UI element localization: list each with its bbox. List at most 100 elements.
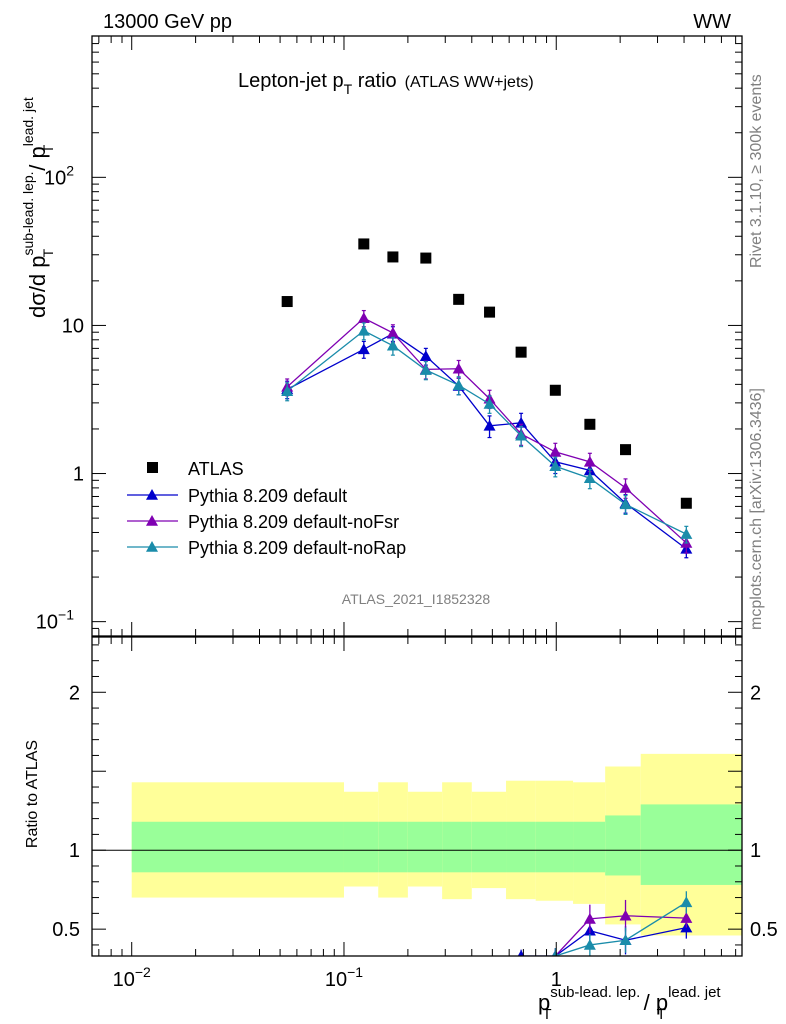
mc-data-point [357,343,370,355]
plot-title: Lepton-jet pT ratio (ATLAS WW+jets) [238,70,534,97]
ratio-inner-band [343,821,379,873]
mc-data-point [515,429,528,441]
mc-data-point [549,445,562,457]
y-tick-label-exponent: −1 [58,607,74,623]
mc-data-point [281,385,294,396]
mc-data-point [583,472,596,484]
mc-data-point [419,350,432,361]
ratio-point [680,912,693,923]
ratio-plot-frame [91,636,743,957]
y-tick-label-base: 1 [73,464,84,486]
x-tick-label: 1 [551,969,562,991]
atlas-data-point [453,293,465,305]
analysis-id: ATLAS_2021_I1852328 [342,591,491,607]
ratio-point [619,934,632,946]
atlas-data-point [358,238,370,250]
ratio-series-line [555,901,687,956]
mc-data-point [357,324,370,336]
ratio-inner-band [605,815,641,876]
ratio-tick-label-left: 2 [69,682,80,704]
x-axis-title-mid: / p [637,990,668,1015]
mc-data-point [515,416,528,428]
ratio-inner-band [573,821,606,873]
y-tick-label-base: 10 [36,612,58,634]
ratio-point [551,950,559,956]
ratio-inner-band [471,821,507,873]
ratio-inner-band [131,821,344,873]
y-axis-title-sup1: sub-lead. lep. [20,171,36,255]
y-axis-title-sup2: lead. jet [20,97,36,146]
legend-label: Pythia 8.209 default-noRap [188,538,406,558]
y-tick-label: 10 [62,315,84,337]
legend-label: Pythia 8.209 default [188,486,347,506]
plot-title-small: (ATLAS WW+jets) [405,74,534,91]
ratio-point [680,896,693,908]
atlas-data-point [387,251,399,263]
x-axis-title-pre: p [538,990,550,1015]
x-tick-label-exponent: −1 [347,964,363,980]
ratio-series [517,891,693,956]
mc-data-point [386,339,399,351]
ratio-tick-label-right: 0.5 [750,919,778,941]
x-axis-title-sub1: T [542,1006,551,1023]
x-axis-title: psub-lead. lep. T / plead. jet T [538,984,721,1023]
mc-data-point [619,481,632,493]
ratio-inner-band [442,821,472,873]
legend: ATLAS Pythia 8.209 default Pythia 8.209 de… [127,459,406,558]
legend-atlas-marker [147,462,158,473]
legend-label: Pythia 8.209 default-noFsr [188,512,399,532]
legend-label: ATLAS [188,459,244,479]
atlas-data-point [680,497,692,509]
x-tick-label-base: 10 [325,969,347,991]
atlas-data-point [420,252,432,264]
rivet-label: Rivet 3.1.10, ≥ 300k events [748,74,765,268]
mc-data-point [483,419,496,431]
beam-label: 13000 GeV pp [103,11,232,33]
y-tick-label-base: 10 [44,167,66,189]
legend-triangle-marker [146,541,158,552]
mcplots-label: mcplots.cern.ch [arXiv:1306.3436] [748,388,765,630]
ratio-inner-band [506,821,536,873]
y-tick-label: 102 [44,162,74,189]
x-axis-title-sup2: lead. jet [668,984,721,1001]
ratio-tick-label-left: 0.5 [52,919,80,941]
ratio-tick-label-right: 1 [750,840,761,862]
ratio-point [583,912,596,924]
x-axis-title-sub2: T [657,1006,666,1023]
ratio-inner-band [535,821,574,873]
mc-data-point [357,312,370,323]
mc-data-point [619,498,632,510]
y-tick-label: 10−1 [36,607,74,634]
plot-title-main: Lepton-jet p [238,70,344,92]
atlas-data-point [549,384,561,396]
process-label: WW [693,11,731,33]
legend-triangle-marker [146,515,158,526]
ratio-point [583,938,596,950]
atlas-data-point [484,306,496,318]
atlas-data-point [515,346,527,358]
ratio-point [619,909,632,921]
plot-title-sub: T [344,81,353,97]
mc-data-point [483,397,496,409]
y-tick-label: 1 [73,464,84,486]
atlas-data-point [281,296,293,308]
mc-data-point [680,528,693,539]
x-tick-label: 10−1 [325,964,363,991]
ratio-tick-label-right: 2 [750,682,761,704]
y-axis-title-pre: dσ/d p [25,255,50,318]
ratio-inner-band [378,821,408,873]
x-tick-label-base: 10 [113,969,135,991]
y-axis-title-mid: / p [25,146,50,177]
atlas-data-point [620,444,632,456]
y-axis-title: dσ/d psub-lead. lep. T / plead. jet T [20,97,56,318]
x-tick-label-exponent: −2 [135,964,151,980]
ratio-point [517,950,525,956]
y-tick-label-exponent: 2 [66,162,74,178]
y-axis-title-sub1: T [40,248,56,257]
mc-data-point [549,460,562,472]
mc-data-point [583,455,596,467]
main-series [281,238,693,559]
y-tick-label-base: 10 [62,315,84,337]
